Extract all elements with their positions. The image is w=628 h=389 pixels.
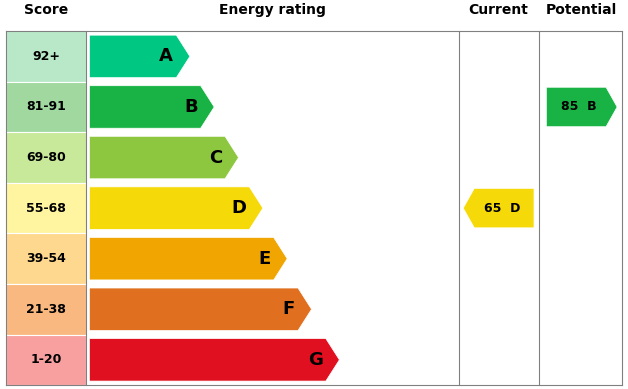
Text: B: B (184, 98, 198, 116)
Polygon shape (463, 188, 534, 228)
Polygon shape (89, 237, 287, 280)
Bar (6, 183, 86, 233)
Text: 55-68: 55-68 (26, 202, 66, 215)
Text: D: D (231, 199, 246, 217)
Text: Current: Current (468, 3, 529, 17)
Text: C: C (208, 149, 222, 166)
Bar (6, 132, 86, 183)
Text: E: E (258, 250, 271, 268)
Polygon shape (546, 87, 617, 127)
Polygon shape (89, 288, 311, 331)
Text: 69-80: 69-80 (26, 151, 66, 164)
Polygon shape (89, 338, 339, 381)
Bar (6, 82, 86, 132)
Text: Score: Score (24, 3, 68, 17)
Bar (6, 335, 86, 385)
Text: 39-54: 39-54 (26, 252, 66, 265)
Text: F: F (283, 300, 295, 318)
Text: 92+: 92+ (32, 50, 60, 63)
Text: 65  D: 65 D (484, 202, 520, 215)
Bar (6, 284, 86, 335)
Text: 81-91: 81-91 (26, 100, 66, 114)
Text: A: A (160, 47, 173, 65)
Text: 21-38: 21-38 (26, 303, 66, 316)
Text: Energy rating: Energy rating (219, 3, 326, 17)
Text: 85  B: 85 B (561, 100, 597, 114)
Polygon shape (89, 187, 263, 230)
Text: Potential: Potential (546, 3, 617, 17)
Bar (6, 233, 86, 284)
Polygon shape (89, 35, 190, 78)
Text: 1-20: 1-20 (31, 353, 62, 366)
Text: G: G (308, 351, 323, 369)
Polygon shape (89, 86, 214, 128)
Polygon shape (89, 136, 239, 179)
Bar (6, 31, 86, 82)
